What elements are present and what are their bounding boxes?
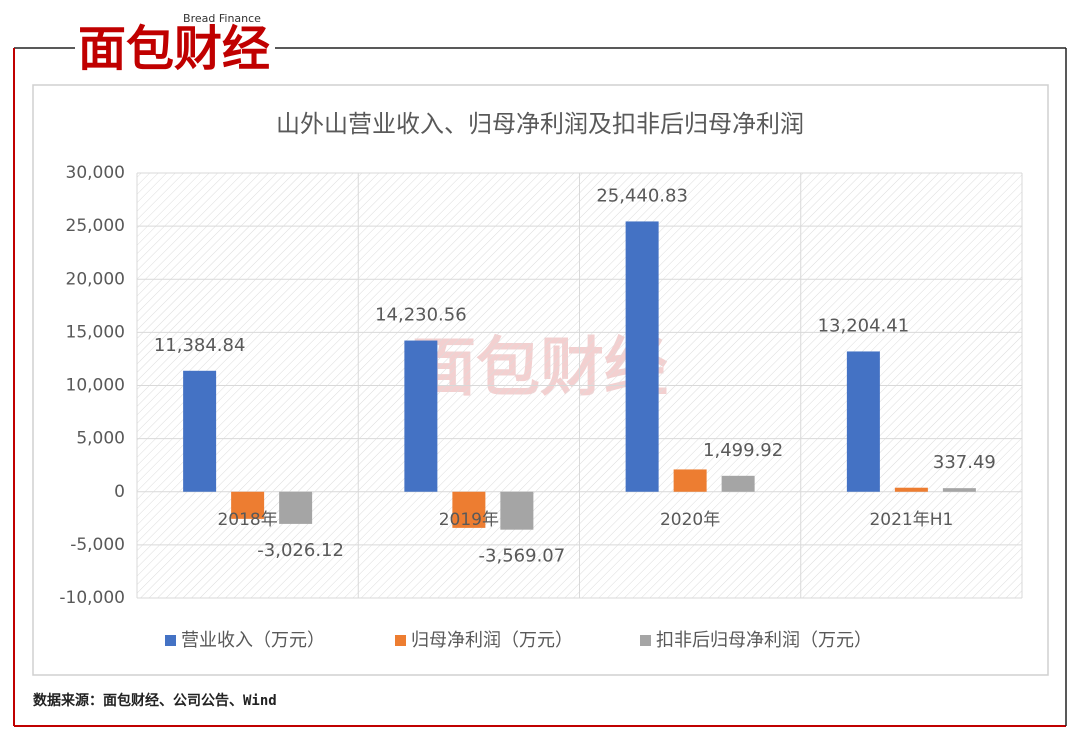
y-tick-label: -10,000 [59, 588, 125, 608]
bar [452, 491, 486, 528]
legend-label: 扣非后归母净利润（万元） [656, 630, 872, 651]
data-label: 11,384.84 [154, 335, 246, 356]
legend-label: 营业收入（万元） [181, 630, 325, 651]
legend-swatch [640, 635, 651, 646]
data-label: 25,440.83 [596, 185, 688, 206]
y-tick-label: -5,000 [70, 535, 125, 555]
logo: 面包财经 [78, 21, 270, 77]
legend-swatch [165, 635, 176, 646]
bar [404, 340, 438, 492]
y-tick-label: 25,000 [66, 216, 125, 236]
bar [500, 491, 534, 530]
bar [846, 351, 880, 492]
bar [279, 491, 313, 524]
y-tick-label: 20,000 [66, 269, 125, 289]
bar [183, 370, 217, 492]
bar [673, 469, 707, 492]
y-tick-label: 0 [114, 482, 125, 502]
bar [894, 487, 928, 492]
y-tick-label: 30,000 [66, 163, 125, 183]
data-label: -3,026.12 [257, 540, 344, 561]
data-label: 14,230.56 [375, 305, 467, 326]
x-tick-label: 2019年 [439, 510, 499, 530]
legend-swatch [395, 635, 406, 646]
bar [942, 488, 976, 492]
legend-label: 归母净利润（万元） [411, 630, 573, 651]
bar [231, 491, 265, 519]
source: 数据来源：面包财经、公司公告、Wind [33, 692, 277, 709]
data-label: -3,569.07 [479, 546, 566, 567]
logo-en: Bread Finance [183, 12, 261, 25]
y-tick-label: 5,000 [76, 429, 125, 449]
x-tick-label: 2021年H1 [869, 510, 953, 530]
data-label: 13,204.41 [818, 315, 910, 336]
bar [625, 221, 659, 492]
y-tick-label: 10,000 [66, 376, 125, 396]
chart-title: 山外山营业收入、归母净利润及扣非后归母净利润 [276, 110, 804, 138]
data-label: 1,499.92 [703, 440, 783, 461]
y-tick-label: 15,000 [66, 322, 125, 342]
data-label: 337.49 [933, 452, 996, 473]
bar [721, 475, 755, 492]
x-tick-label: 2020年 [660, 510, 720, 530]
x-tick-label: 2018年 [217, 510, 277, 530]
frame [13, 47, 1067, 727]
